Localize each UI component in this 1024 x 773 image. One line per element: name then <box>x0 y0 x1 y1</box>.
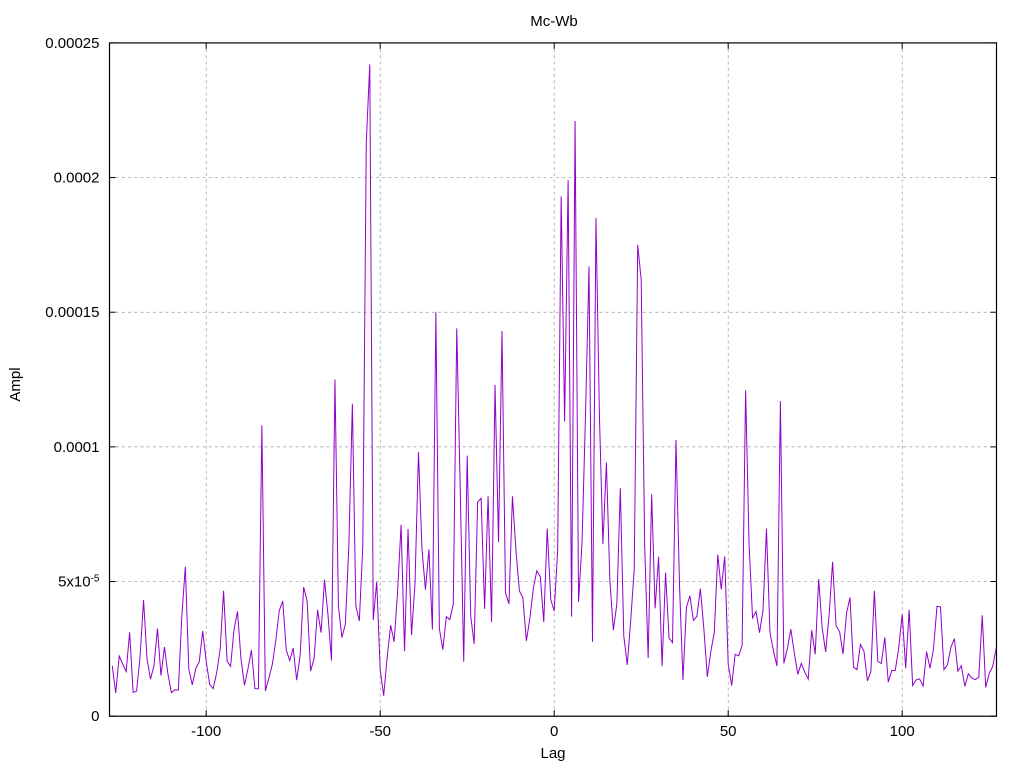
svg-text:Mc-Wb: Mc-Wb <box>530 13 578 30</box>
svg-text:-100: -100 <box>191 723 221 740</box>
svg-text:Lag: Lag <box>540 745 565 762</box>
svg-text:0: 0 <box>550 723 558 740</box>
svg-text:-50: -50 <box>369 723 391 740</box>
svg-text:0.00015: 0.00015 <box>45 304 99 321</box>
svg-text:0: 0 <box>91 708 99 725</box>
svg-text:Ampl: Ampl <box>7 367 24 401</box>
svg-text:0.00025: 0.00025 <box>45 35 99 52</box>
svg-text:0.0002: 0.0002 <box>54 170 100 187</box>
svg-text:100: 100 <box>890 723 915 740</box>
svg-text:50: 50 <box>720 723 737 740</box>
svg-text:0.0001: 0.0001 <box>54 439 100 456</box>
